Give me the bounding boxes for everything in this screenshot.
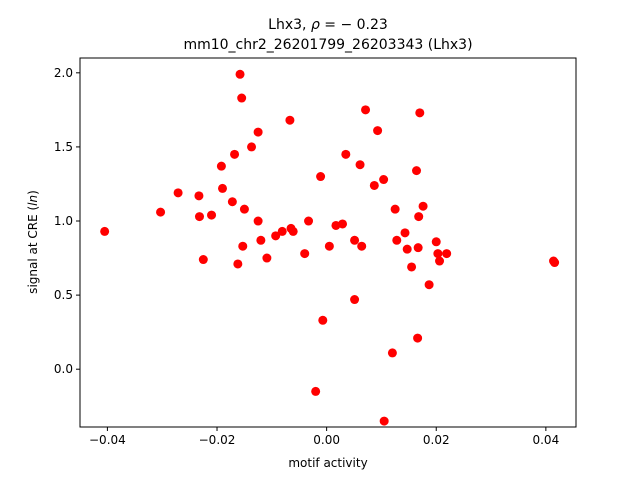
data-point (433, 249, 443, 259)
data-point (194, 191, 204, 201)
data-point (256, 235, 266, 245)
data-point (100, 226, 110, 236)
data-point (318, 315, 328, 325)
x-tick-label: 0.00 (313, 433, 340, 447)
data-point (237, 93, 247, 103)
data-point (379, 175, 389, 185)
data-point (338, 219, 348, 229)
y-tick-label: 1.0 (54, 214, 73, 228)
data-point (424, 280, 434, 290)
data-point (277, 226, 287, 236)
data-point (350, 235, 360, 245)
data-point (414, 212, 424, 222)
data-point (390, 204, 400, 214)
data-point (361, 105, 371, 115)
data-point (262, 253, 272, 263)
data-point (216, 161, 226, 171)
data-point (435, 256, 445, 266)
data-point (156, 207, 166, 217)
data-point (431, 237, 441, 247)
data-point (357, 241, 367, 251)
data-point (239, 204, 249, 214)
data-point (247, 142, 257, 152)
y-tick-label: 0.5 (54, 288, 73, 302)
data-point (379, 416, 389, 426)
data-point (550, 258, 560, 268)
data-point (387, 348, 397, 358)
y-tick-label: 0.0 (54, 362, 73, 376)
data-point (227, 197, 237, 207)
data-point (324, 241, 334, 251)
y-tick-label: 1.5 (54, 140, 73, 154)
data-point (173, 188, 183, 198)
data-point (253, 127, 263, 137)
data-point (412, 166, 422, 176)
data-point (271, 231, 281, 241)
data-point (253, 216, 263, 226)
x-tick-label: 0.02 (423, 433, 450, 447)
data-point (304, 216, 314, 226)
data-point (233, 259, 243, 269)
data-point (235, 69, 245, 79)
data-point (311, 386, 321, 396)
data-point (413, 243, 423, 253)
data-point (238, 241, 248, 251)
data-point (373, 126, 383, 136)
data-point (400, 228, 410, 238)
x-axis-label: motif activity (288, 456, 367, 470)
data-point (415, 108, 425, 118)
y-axis-label: signal at CRE (ln) (26, 190, 40, 294)
chart-title-line2: mm10_chr2_26201799_26203343 (Lhx3) (183, 37, 472, 53)
data-point (217, 183, 227, 193)
data-point (198, 255, 208, 265)
data-point (316, 172, 326, 182)
data-point (207, 210, 217, 220)
data-point (402, 244, 412, 254)
data-point (442, 249, 452, 259)
plot-area: −0.04 −0.02 0.00 0.02 0.04 0.0 0.5 1.0 1.5 2.0 (54, 57, 577, 447)
data-point (407, 262, 417, 272)
x-tick-label: −0.02 (199, 433, 236, 447)
data-point (300, 249, 310, 259)
data-point (355, 160, 365, 170)
data-point (341, 149, 351, 159)
data-point (194, 212, 204, 222)
plot-frame (79, 57, 577, 428)
data-point (413, 333, 423, 343)
y-tick-label: 2.0 (54, 66, 73, 80)
data-point (285, 115, 295, 125)
data-point (350, 295, 360, 305)
data-point (392, 235, 402, 245)
data-point (369, 180, 379, 190)
data-point (418, 201, 428, 211)
x-tick-label: −0.04 (89, 433, 126, 447)
chart-title-line1: Lhx3, ρ = − 0.23 (268, 17, 388, 33)
x-tick-label: 0.04 (532, 433, 559, 447)
data-point (288, 226, 298, 236)
data-point (230, 149, 240, 159)
